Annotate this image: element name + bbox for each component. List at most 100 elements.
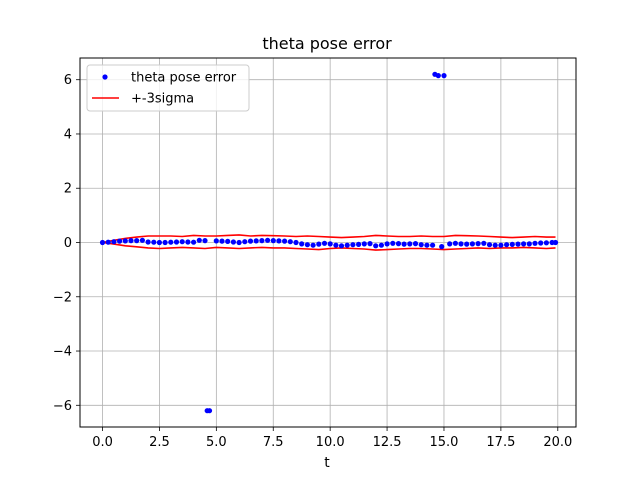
error-point <box>486 242 493 248</box>
error-point <box>395 241 402 247</box>
y-tick-label: −6 <box>53 399 72 414</box>
error-point <box>509 241 515 247</box>
error-point <box>247 238 254 244</box>
error-point <box>356 241 362 247</box>
x-tick-label: 20.0 <box>543 435 572 450</box>
error-point <box>526 241 532 247</box>
error-point <box>219 238 225 244</box>
error-point <box>373 243 379 249</box>
error-point <box>361 241 367 247</box>
y-tick-label: 0 <box>64 236 72 251</box>
error-point <box>430 242 436 248</box>
error-point <box>168 239 174 245</box>
error-point <box>156 239 162 246</box>
error-point <box>117 238 123 244</box>
error-point <box>532 240 538 246</box>
error-point <box>515 241 521 247</box>
legend-marker <box>102 74 108 80</box>
x-tick-label: 2.5 <box>149 435 170 450</box>
error-point <box>492 242 498 248</box>
error-point <box>202 238 208 244</box>
y-tick-label: −2 <box>53 290 72 305</box>
legend-label: +-3sigma <box>131 92 194 107</box>
error-point <box>378 242 384 248</box>
error-point <box>242 239 248 245</box>
error-point <box>282 238 288 244</box>
y-tick-label: 4 <box>64 127 72 142</box>
y-tick-label: 6 <box>64 73 72 88</box>
error-point <box>401 241 407 247</box>
error-point <box>321 240 328 246</box>
error-point <box>367 241 373 247</box>
error-point <box>384 241 390 247</box>
error-point <box>390 240 396 246</box>
error-point <box>162 239 168 246</box>
error-point <box>191 239 197 245</box>
error-point <box>185 239 191 245</box>
error-point <box>299 241 305 247</box>
error-point <box>304 242 310 248</box>
error-point <box>122 238 128 244</box>
error-point <box>439 244 445 250</box>
error-point <box>521 241 527 247</box>
x-tick-label: 17.5 <box>486 435 515 450</box>
error-point <box>552 239 559 246</box>
chart-title: theta pose error <box>262 34 392 53</box>
error-point <box>225 238 231 244</box>
x-tick-label: 0.0 <box>92 435 113 450</box>
error-point <box>276 238 282 244</box>
x-axis-label: t <box>324 455 330 471</box>
error-point <box>253 238 259 244</box>
y-tick-label: 2 <box>64 182 72 197</box>
x-tick-label: 10.0 <box>316 435 345 450</box>
error-point <box>338 243 345 249</box>
x-tick-label: 12.5 <box>373 435 402 450</box>
error-point <box>173 239 180 245</box>
error-point <box>236 239 242 246</box>
y-tick-label: −4 <box>53 345 72 360</box>
legend: theta pose error +-3sigma <box>86 64 250 112</box>
error-point <box>538 240 544 246</box>
error-point <box>447 241 453 247</box>
x-tick-label: 7.5 <box>263 435 284 450</box>
x-tick-label: 5.0 <box>206 435 227 450</box>
error-point <box>293 239 299 246</box>
error-point <box>424 242 430 248</box>
error-point <box>151 239 157 245</box>
error-point <box>344 242 350 248</box>
legend-box <box>86 64 250 112</box>
error-point <box>475 241 481 247</box>
error-point <box>452 240 458 246</box>
error-point <box>206 408 213 414</box>
error-point <box>333 242 339 248</box>
error-point <box>504 242 510 248</box>
sigma-line-2 <box>102 241 556 251</box>
plot-area <box>99 71 559 414</box>
error-point <box>259 238 265 244</box>
error-point <box>412 241 419 247</box>
error-point <box>128 238 134 244</box>
x-tick-label: 15.0 <box>429 435 458 450</box>
error-point <box>481 240 487 246</box>
error-point <box>179 239 185 245</box>
error-point <box>498 242 504 248</box>
ticks: 0.0 2.5 5.0 7.5 10.0 12.5 15.0 17.5 20.0 −6 −4 −2 0 2… <box>53 73 572 450</box>
error-point <box>265 237 271 243</box>
error-point <box>139 237 145 243</box>
error-point <box>105 239 111 245</box>
error-point <box>270 238 276 244</box>
error-point <box>441 73 447 79</box>
error-point <box>287 239 293 245</box>
error-point <box>543 240 550 246</box>
error-point <box>134 238 140 244</box>
error-point <box>418 242 424 248</box>
error-point <box>435 73 441 79</box>
error-point <box>327 241 333 247</box>
legend-label: theta pose error <box>131 71 237 86</box>
error-point <box>213 238 219 244</box>
error-point <box>464 241 470 247</box>
error-point <box>350 242 356 248</box>
error-point <box>407 241 413 247</box>
sigma-line-1 <box>102 234 556 244</box>
